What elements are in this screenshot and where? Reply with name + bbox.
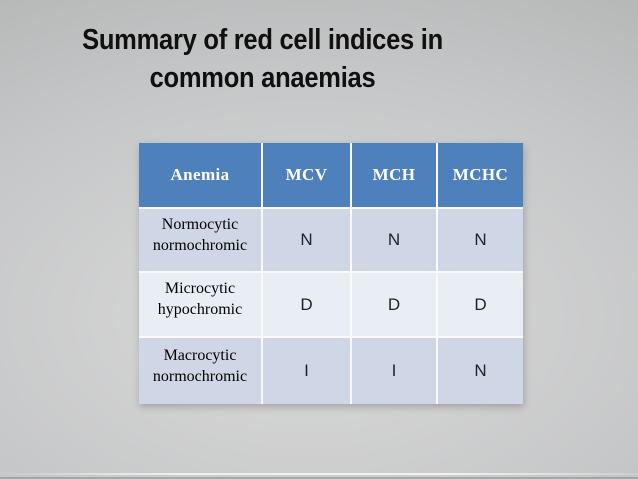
mch-value-cell: I — [350, 336, 438, 405]
anemia-type-cell: Macrocytic normochromic — [138, 336, 263, 405]
table-row: Microcytic hypochromic D D D — [138, 271, 524, 338]
anemia-type-line1: Normocytic — [161, 215, 239, 233]
mcv-value-cell: D — [261, 271, 352, 338]
anemia-type-cell: Microcytic hypochromic — [138, 271, 263, 338]
mch-value-cell: N — [350, 207, 438, 273]
anemia-type-line1: Macrocytic — [163, 346, 237, 364]
anemia-type-line2: normochromic — [152, 367, 248, 385]
mcv-value-cell: N — [261, 207, 352, 273]
slide-title-line2: common anaemias — [149, 62, 376, 94]
mcv-value-cell: I — [261, 336, 352, 405]
column-header-mchc: MCHC — [436, 142, 524, 209]
slide-bottom-highlight-line — [0, 473, 638, 475]
table-header-row: Anemia MCV MCH MCHC — [138, 142, 524, 209]
column-header-anemia: Anemia — [138, 142, 263, 209]
mch-value-cell: D — [350, 271, 438, 338]
slide-title-line1: Summary of red cell indices in — [82, 24, 443, 56]
column-header-mcv: MCV — [261, 142, 352, 209]
table-row: Macrocytic normochromic I I N — [138, 336, 524, 405]
mchc-value-cell: N — [436, 207, 524, 273]
column-header-mch: MCH — [350, 142, 438, 209]
table-row: Normocytic normochromic N N N — [138, 207, 524, 273]
anemia-type-cell: Normocytic normochromic — [138, 207, 263, 273]
anemia-type-line2: normochromic — [152, 236, 248, 254]
mchc-value-cell: N — [436, 336, 524, 405]
mchc-value-cell: D — [436, 271, 524, 338]
anemia-type-line2: hypochromic — [157, 301, 243, 318]
slide-bottom-edge — [0, 477, 638, 479]
anemia-type-line1: Microcytic — [164, 280, 236, 297]
slide-title: Summary of red cell indices in common an… — [32, 21, 494, 97]
red-cell-indices-table: Anemia MCV MCH MCHC Normocytic normochro… — [138, 142, 524, 405]
